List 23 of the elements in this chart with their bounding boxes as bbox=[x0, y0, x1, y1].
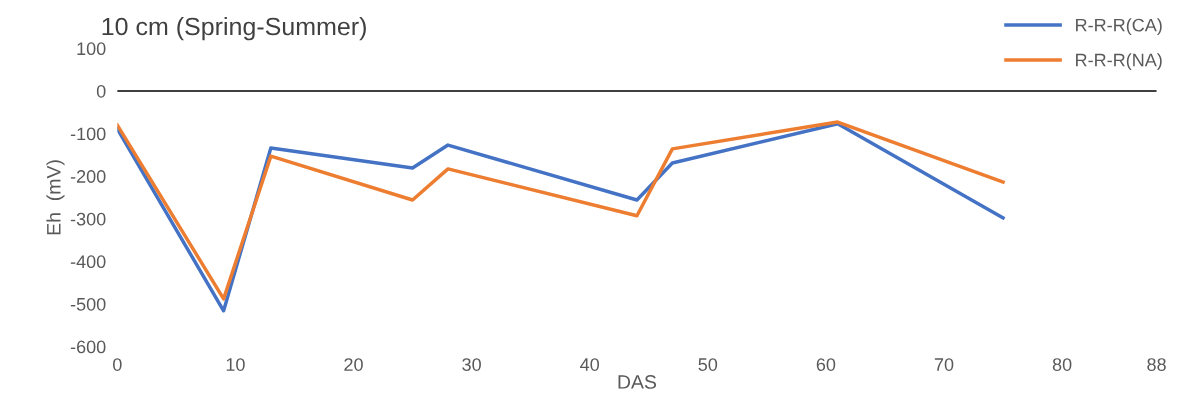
x-tick-label: 60 bbox=[816, 358, 836, 371]
y-tick-label: 0 bbox=[96, 84, 106, 98]
y-tick-label: 100 bbox=[77, 42, 106, 56]
x-tick-label: 0 bbox=[113, 358, 122, 371]
x-tick-label: 50 bbox=[698, 358, 718, 371]
y-tick-label: -500 bbox=[70, 297, 106, 311]
x-tick-label: 30 bbox=[462, 358, 481, 371]
y-tick-label: -600 bbox=[70, 340, 106, 354]
y-tick-label: -300 bbox=[70, 212, 106, 226]
y-tick-label: -100 bbox=[70, 127, 106, 141]
x-tick-label: 40 bbox=[580, 358, 600, 371]
legend-label: R-R-R(NA) bbox=[1076, 53, 1162, 70]
x-tick-label: 70 bbox=[934, 358, 954, 371]
y-tick-label: -200 bbox=[70, 170, 106, 183]
x-tick-label: 88 bbox=[1147, 358, 1166, 371]
x-axis-title: DAS bbox=[618, 375, 657, 389]
x-tick-label: 20 bbox=[344, 358, 363, 371]
chart-title: 10 cm (Spring-Summer) bbox=[102, 17, 366, 41]
x-tick-label: 10 bbox=[226, 358, 245, 371]
legend-label: R-R-R(CA) bbox=[1076, 18, 1162, 36]
x-tick-label: 80 bbox=[1052, 358, 1072, 371]
y-tick-label: -400 bbox=[70, 255, 106, 269]
y-axis-title: Eh (mV) bbox=[46, 160, 65, 235]
